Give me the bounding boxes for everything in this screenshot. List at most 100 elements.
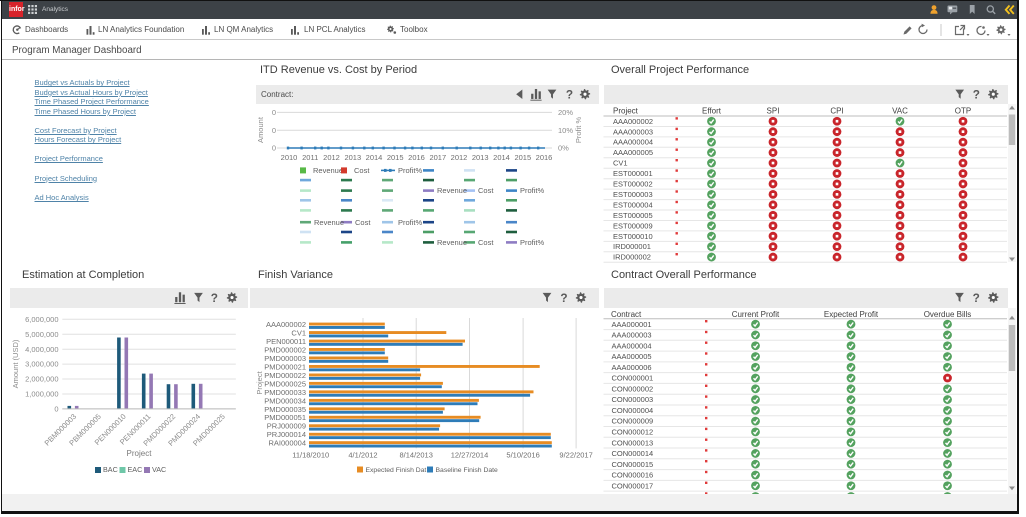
svg-text:0: 0 [272,108,276,117]
svg-text:CON000012: CON000012 [612,428,654,437]
svg-text:2016: 2016 [536,153,553,162]
svg-text:2012: 2012 [323,153,340,162]
svg-text:10%: 10% [558,126,573,135]
svg-text:Revenue: Revenue [437,238,467,247]
svg-text:CPI: CPI [830,107,843,116]
svg-text:AAA000005: AAA000005 [612,352,652,361]
svg-text:Project: Project [255,370,264,394]
svg-text:Cost: Cost [478,238,494,247]
svg-text:Effort: Effort [702,107,722,116]
svg-text:PMD000034: PMD000034 [264,396,306,405]
svg-text:Revenue: Revenue [314,218,344,227]
svg-text:11/18/2010: 11/18/2010 [292,451,329,460]
svg-text:CON000018: CON000018 [612,492,654,494]
svg-text:1,000,000: 1,000,000 [25,390,58,399]
svg-text:0: 0 [54,405,58,414]
svg-text:CV1: CV1 [613,159,628,168]
svg-text:AAA000002: AAA000002 [266,320,306,329]
svg-text:?: ? [560,291,567,305]
svg-text:5/10/2016: 5/10/2016 [506,451,539,460]
svg-text:Profit%: Profit% [398,166,423,175]
svg-text:CON000013: CON000013 [612,438,654,447]
svg-text:CON000004: CON000004 [612,406,654,415]
svg-text:Contract: Contract [611,310,642,319]
svg-text:Expected Profit: Expected Profit [824,310,879,319]
svg-text:Project: Project [613,107,639,116]
svg-text:CON000015: CON000015 [612,460,654,469]
svg-text:Project: Project [127,449,153,458]
svg-text:Profit%: Profit% [520,186,545,195]
svg-text:3,000,000: 3,000,000 [25,360,58,369]
svg-text:20%: 20% [558,108,573,117]
svg-text:4,000,000: 4,000,000 [25,345,58,354]
svg-text:2011: 2011 [302,153,318,162]
svg-text:Revenue: Revenue [437,186,467,195]
svg-text:Profit %: Profit % [574,117,583,144]
svg-text:2,000,000: 2,000,000 [25,375,58,384]
svg-text:2014: 2014 [366,153,383,162]
svg-text:AAA000001: AAA000001 [612,320,652,329]
svg-text:CON000003: CON000003 [612,395,654,404]
svg-text:PEN000011: PEN000011 [266,337,306,346]
svg-text:Expected Finish Dat: Expected Finish Dat [366,467,427,474]
svg-text:VAC: VAC [892,107,908,116]
svg-text:Amount: Amount [256,116,265,143]
svg-text:EAC: EAC [128,465,143,474]
svg-text:?: ? [211,291,218,305]
svg-text:Cost: Cost [478,186,494,195]
svg-text:CON000014: CON000014 [612,449,654,458]
svg-text:PMD000003: PMD000003 [264,354,306,363]
svg-text:0: 0 [272,126,276,135]
svg-text:IRD000002: IRD000002 [613,253,651,262]
svg-text:2012: 2012 [451,153,468,162]
svg-text:2014: 2014 [493,153,510,162]
svg-text:6,000,000: 6,000,000 [25,315,58,324]
svg-text:Overdue Bills: Overdue Bills [924,310,972,319]
svg-text:VAC: VAC [152,465,166,474]
svg-text:0%: 0% [558,144,569,153]
svg-text:Profit%: Profit% [520,238,545,247]
svg-text:CON000009: CON000009 [612,417,654,426]
svg-text:PMD000035: PMD000035 [264,405,306,414]
svg-text:Revenue: Revenue [313,166,343,175]
svg-text:2015: 2015 [514,153,531,162]
svg-text:PRJ000014: PRJ000014 [267,430,306,439]
svg-text:Baseline Finish Date: Baseline Finish Date [436,467,499,474]
svg-text:5,000,000: 5,000,000 [25,330,58,339]
svg-text:AAA000005: AAA000005 [613,148,653,157]
svg-text:12/27/2014: 12/27/2014 [451,451,489,460]
svg-text:PMD000025: PMD000025 [264,379,306,388]
svg-text:Profit%: Profit% [398,218,423,227]
svg-text:EST000002: EST000002 [613,180,653,189]
svg-text:CON000016: CON000016 [612,471,654,480]
svg-text:Cost: Cost [355,218,371,227]
svg-text:?: ? [566,87,573,101]
svg-text:PMD000051: PMD000051 [264,413,306,422]
svg-text:RAI000004: RAI000004 [268,439,306,448]
svg-text:?: ? [973,87,980,101]
svg-text:SPI: SPI [767,107,780,116]
svg-text:PMD000033: PMD000033 [264,388,306,397]
svg-text:EST000005: EST000005 [613,211,653,220]
svg-text:OTP: OTP [955,107,971,116]
svg-text:AAA000004: AAA000004 [613,138,653,147]
svg-text:CON000001: CON000001 [612,374,654,383]
svg-text:8/14/2013: 8/14/2013 [400,451,433,460]
svg-text:EST000001: EST000001 [613,169,653,178]
svg-text:PRJ000009: PRJ000009 [267,422,306,431]
svg-text:CV1: CV1 [291,329,306,338]
svg-text:9/22/2017: 9/22/2017 [559,451,592,460]
svg-text:AAA000006: AAA000006 [612,363,652,372]
svg-text:AAA000002: AAA000002 [613,117,653,126]
svg-text:CON000002: CON000002 [612,384,654,393]
svg-text:PMD000002: PMD000002 [264,345,306,354]
svg-text:AAA000003: AAA000003 [613,127,653,136]
svg-text:Amount (USD): Amount (USD) [11,339,20,388]
svg-text:AAA000003: AAA000003 [612,331,652,340]
svg-text:IRD000001: IRD000001 [613,242,651,251]
svg-text:?: ? [973,291,980,305]
svg-text:PMD000021: PMD000021 [264,362,306,371]
svg-text:EST000010: EST000010 [613,232,653,241]
svg-text:Cost: Cost [354,166,370,175]
svg-text:2013: 2013 [344,153,361,162]
